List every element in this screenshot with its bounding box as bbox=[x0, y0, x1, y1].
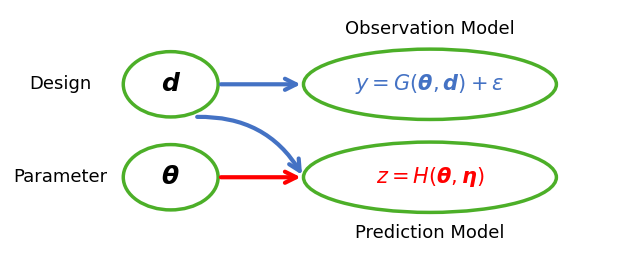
Text: $\boldsymbol{\theta}$: $\boldsymbol{\theta}$ bbox=[161, 165, 180, 189]
Text: Observation Model: Observation Model bbox=[345, 20, 515, 38]
Text: Design: Design bbox=[29, 75, 91, 93]
Text: $z = H(\boldsymbol{\theta}, \boldsymbol{\eta})$: $z = H(\boldsymbol{\theta}, \boldsymbol{… bbox=[376, 165, 484, 189]
Ellipse shape bbox=[124, 145, 218, 210]
Ellipse shape bbox=[124, 52, 218, 117]
Text: $\boldsymbol{d}$: $\boldsymbol{d}$ bbox=[161, 72, 180, 96]
Ellipse shape bbox=[303, 142, 556, 212]
Text: Prediction Model: Prediction Model bbox=[355, 224, 505, 242]
Text: $y = G(\boldsymbol{\theta}, \boldsymbol{d}) + \epsilon$: $y = G(\boldsymbol{\theta}, \boldsymbol{… bbox=[355, 72, 504, 96]
Ellipse shape bbox=[303, 49, 556, 119]
Text: Parameter: Parameter bbox=[13, 168, 107, 186]
